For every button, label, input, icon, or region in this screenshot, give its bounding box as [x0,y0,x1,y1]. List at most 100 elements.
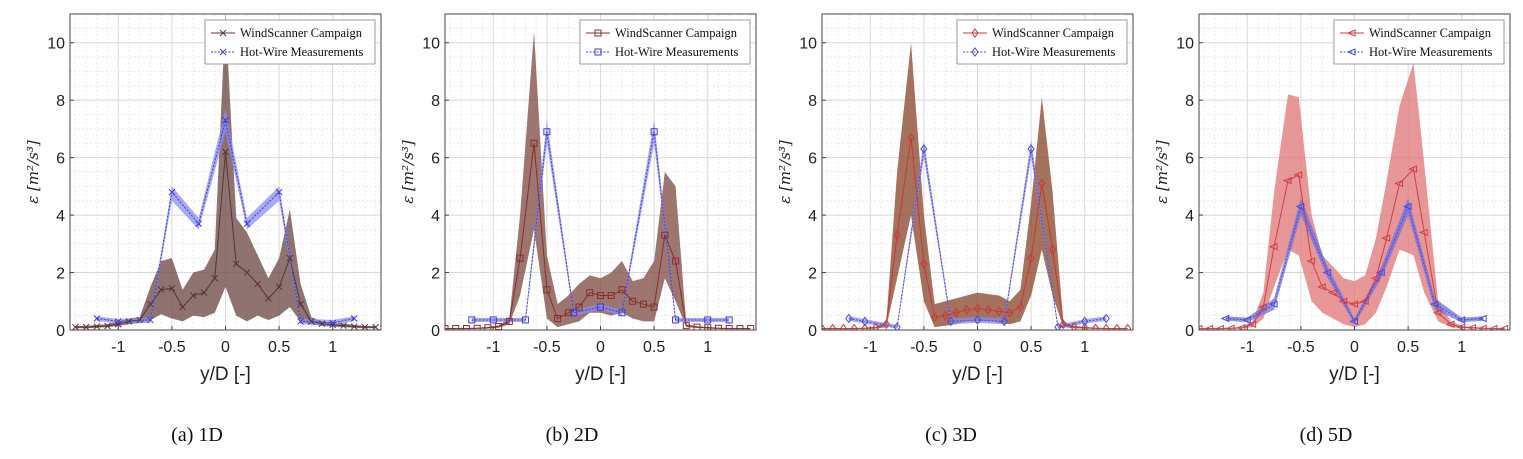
y-tick-label: 0 [56,323,65,340]
y-tick-label: 2 [56,266,65,283]
data-point-series-1 [1418,228,1428,237]
data-point-series-2 [947,316,955,327]
data-point-series-1 [1027,253,1035,264]
data-point-series-1 [973,303,982,314]
series-line-1 [445,143,751,330]
x-axis-label: y/D [-] [200,364,251,385]
data-point-series-1 [179,303,186,311]
data-point-series-2 [489,316,497,324]
data-point-series-1 [452,325,460,330]
y-tick-label: 2 [1185,266,1194,283]
uncertainty-band-series-1 [445,31,751,330]
x-tick-label: -1 [1240,339,1254,356]
data-point-series-1 [597,292,604,300]
legend-label-1: WindScanner Campaign [615,26,738,40]
x-axis-label: y/D [-] [1329,364,1380,385]
legend-marker-2 [219,48,227,56]
data-point-series-1 [168,284,176,292]
y-axis-label: ε [m²/s³] [1153,140,1171,204]
y-tick-label: 8 [808,93,817,110]
panel-caption: (a) 1D [171,424,223,446]
legend: WindScanner Campaign Hot-Wire Measurement… [1333,19,1505,65]
uncertainty-band-series-1 [1199,62,1505,330]
data-point-series-1 [516,254,524,262]
data-point-series-1 [682,322,690,330]
data-point-series-2 [1477,314,1487,323]
data-point-series-1 [882,319,890,330]
y-tick-label: 4 [431,208,440,225]
data-point-series-2 [275,188,283,196]
data-point-series-2 [597,303,604,311]
x-tick-label: 0 [221,339,230,356]
data-point-series-1 [963,305,971,315]
data-point-series-1 [920,259,928,269]
data-point-series-1 [1467,323,1476,330]
series-line-1 [1199,168,1505,330]
data-point-series-1 [672,257,680,265]
data-point-series-1 [575,303,583,311]
legend-marker-1 [219,29,227,37]
data-point-series-1 [1445,320,1455,329]
data-point-series-2 [618,309,626,317]
data-point-series-1 [822,323,826,330]
x-tick-label: -1 [486,339,500,356]
panel-caption: (d) 5D [1300,424,1353,446]
data-point-series-1 [1113,323,1121,330]
data-point-series-1 [1282,176,1292,185]
data-point-series-1 [1081,322,1089,330]
data-point-series-1 [1488,324,1498,330]
x-tick-label: 0 [596,339,605,356]
y-tick-label: 0 [1185,323,1194,340]
data-point-series-1 [243,269,251,276]
y-tick-label: 6 [808,151,817,168]
data-point-series-1 [1456,323,1466,330]
data-point-series-2 [845,313,853,324]
data-point-series-1 [714,324,722,330]
data-point-series-1 [1317,283,1326,291]
data-point-series-2 [468,316,476,324]
data-point-series-1 [543,286,551,294]
data-point-series-2 [1000,316,1008,327]
data-point-series-1 [1070,322,1078,330]
data-point-series-1 [850,323,858,330]
data-point-series-1 [1293,171,1303,179]
data-point-series-1 [1038,178,1046,189]
data-point-series-1 [650,303,658,311]
y-tick-label: 10 [422,36,440,53]
y-tick-label: 6 [56,151,65,168]
legend: WindScanner Campaign Hot-Wire Measurement… [956,19,1128,65]
x-axis-label: y/D [-] [575,364,626,385]
data-point-series-2 [861,316,869,327]
data-point-series-2 [1027,144,1035,154]
y-tick-label: 10 [47,36,65,53]
data-point-series-1 [725,325,733,330]
y-tick-label: 6 [431,151,440,168]
x-tick-label: 1 [328,339,337,356]
data-point-series-1 [265,295,272,302]
legend-label-2: Hot-Wire Measurements [992,45,1116,59]
data-point-series-1 [1349,300,1358,308]
data-point-series-1 [1091,323,1100,330]
y-tick-label: 0 [808,323,817,340]
y-tick-label: 8 [56,93,65,110]
data-point-series-1 [736,325,744,330]
y-tick-label: 2 [808,266,817,283]
data-point-series-1 [586,289,594,297]
data-point-series-2 [650,128,658,136]
uncertainty-band-series-1 [75,14,376,329]
data-point-series-2 [1322,268,1332,277]
data-point-series-2 [329,319,337,327]
data-point-series-2 [1295,202,1305,211]
data-point-series-1 [1247,320,1257,329]
series-layer [822,42,1132,330]
data-point-series-2 [704,316,712,324]
data-point-series-2 [1054,322,1062,330]
data-point-series-2 [1429,300,1439,308]
data-point-series-1 [1236,323,1246,330]
x-tick-label: -1 [111,339,125,356]
series-line-1 [822,137,1128,330]
legend-marker-1 [1346,29,1356,37]
data-point-series-1 [1432,309,1442,317]
